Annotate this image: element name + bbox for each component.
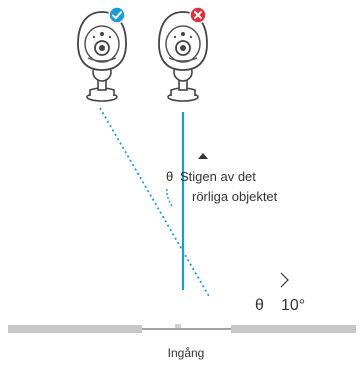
badge-circle [108,6,126,24]
camera-correct [77,6,127,102]
angle-caption-line2: rörliga objektet [192,189,278,204]
wall-right [231,325,356,333]
dotted-diagonal-path-line [99,107,211,299]
angle-value-symbol: θ [255,297,264,314]
angle-caption-line1: Stigen av det [180,169,256,184]
angle-value: 10° [281,297,305,314]
status-badge-correct [108,6,126,24]
chevron-right-icon [280,272,289,288]
angle-symbol: θ [166,169,173,184]
wall-with-entrance [8,324,356,333]
checkmark-icon [112,11,122,20]
up-arrow-icon [198,153,208,159]
wall-left [8,325,142,333]
angle-arc [166,187,173,207]
camera-incorrect [158,6,208,102]
cross-icon [194,11,202,19]
entrance-center-mark [175,324,181,328]
camera-icon [158,11,208,102]
status-badge-incorrect [189,6,207,24]
entrance-label: Ingång [168,346,205,360]
camera-icon [77,11,127,102]
